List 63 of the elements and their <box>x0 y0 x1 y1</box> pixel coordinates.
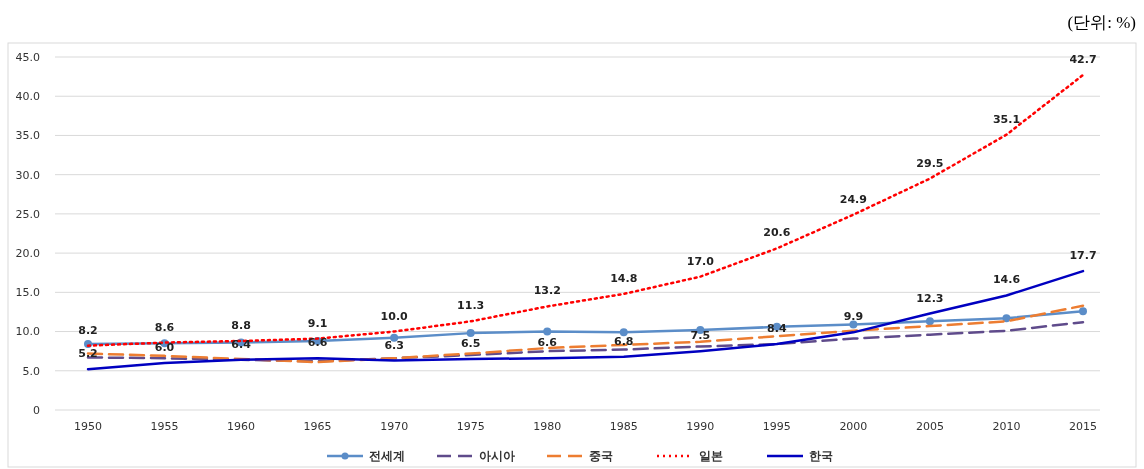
x-tick-label: 1985 <box>609 420 638 433</box>
x-tick-label: 2010 <box>992 420 1021 433</box>
data-label: 20.6 <box>763 226 791 240</box>
data-label: 13.2 <box>533 284 561 298</box>
x-tick-label: 1960 <box>227 420 256 433</box>
data-label: 8.4 <box>767 322 787 336</box>
data-label: 42.7 <box>1069 53 1097 67</box>
y-tick-label: 35.0 <box>15 129 40 143</box>
data-label: 14.8 <box>610 271 638 285</box>
y-tick-label: 15.0 <box>15 286 40 300</box>
y-tick-label: 10.0 <box>15 325 40 339</box>
data-label: 7.5 <box>690 329 711 343</box>
data-label: 12.3 <box>916 291 944 305</box>
x-tick-label: 1980 <box>533 420 562 433</box>
point <box>619 328 628 337</box>
x-tick-label: 1995 <box>762 420 791 433</box>
x-tick-label: 1990 <box>686 420 715 433</box>
point <box>1002 314 1011 323</box>
legend-label: 아시아 <box>479 449 515 464</box>
point <box>849 320 858 329</box>
data-label: 24.9 <box>839 192 867 206</box>
data-label: 11.3 <box>457 299 485 313</box>
data-label: 35.1 <box>992 112 1021 126</box>
data-label: 9.9 <box>843 310 864 324</box>
legend-label: 일본 <box>699 449 723 464</box>
x-tick-label: 1970 <box>380 420 409 433</box>
x-tick-label: 1955 <box>150 420 179 433</box>
legend-label: 한국 <box>809 449 833 464</box>
y-tick-label: 25.0 <box>15 207 40 221</box>
x-tick-label: 1975 <box>456 420 485 433</box>
data-label: 17.7 <box>1069 249 1097 263</box>
x-tick-label: 2005 <box>915 420 944 433</box>
data-label: 6.6 <box>307 336 328 350</box>
data-label: 6.6 <box>537 336 558 350</box>
point <box>466 329 475 338</box>
data-label: 5.2 <box>78 347 98 361</box>
y-tick-label: 30.0 <box>15 168 40 182</box>
data-label: 9.1 <box>307 316 328 330</box>
x-tick-label: 2000 <box>839 420 868 433</box>
text: (단위: %) <box>1067 13 1136 32</box>
x-tick-label: 1950 <box>74 420 102 433</box>
legend-label: 전세계 <box>369 449 405 464</box>
data-label: 10.0 <box>380 309 409 323</box>
data-label: 8.2 <box>78 323 98 337</box>
y-tick-label: 40.0 <box>15 90 40 104</box>
data-label: 17.0 <box>686 254 715 268</box>
data-label: 29.5 <box>916 156 944 170</box>
data-label: 6.5 <box>460 337 481 351</box>
data-label: 14.6 <box>992 273 1021 287</box>
data-label: 8.8 <box>231 318 251 332</box>
point <box>543 327 552 336</box>
point <box>1079 307 1087 316</box>
data-label: 6.0 <box>154 340 175 354</box>
x-tick-label: 1965 <box>303 420 332 433</box>
y-tick-label: 5.0 <box>22 364 40 378</box>
point <box>925 317 934 326</box>
y-tick-label: 20.0 <box>15 246 40 260</box>
data-label: 6.3 <box>384 338 404 352</box>
legend-label: 중국 <box>589 449 613 464</box>
y-tick-label: 0 <box>33 403 40 417</box>
x-tick-label: 2015 <box>1069 420 1097 433</box>
y-tick-label: 45.0 <box>15 50 40 64</box>
data-label: 8.6 <box>154 320 175 334</box>
